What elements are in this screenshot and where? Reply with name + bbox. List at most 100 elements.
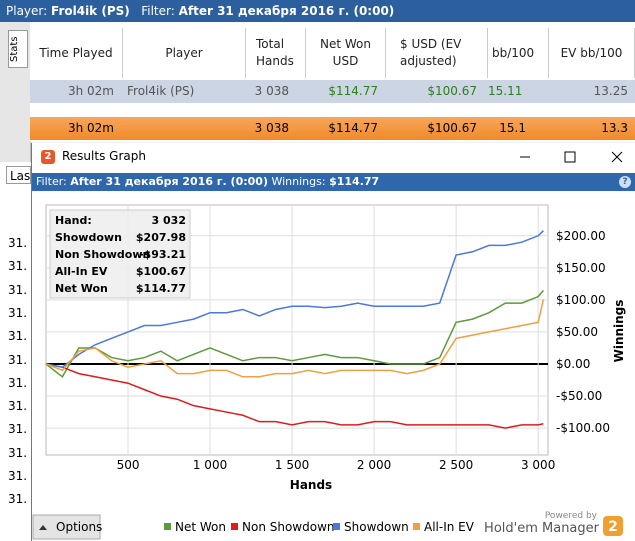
series-line [45, 230, 544, 368]
x-tick-label: 500 [117, 458, 140, 472]
options-label: Options [56, 520, 102, 534]
x-axis-title: Hands [290, 478, 332, 492]
cell: 3h 02m [67, 121, 114, 135]
logo: 2 [41, 150, 55, 164]
label: Filter: [36, 175, 67, 188]
label: Player: [6, 4, 48, 18]
stat-value: -$93.21 [139, 248, 186, 261]
row[interactable] [30, 80, 635, 103]
column-header[interactable]: Total Hands [246, 28, 306, 78]
legend-label: Net Won [175, 520, 226, 534]
legend-swatch [164, 523, 171, 530]
legend-swatch [231, 523, 238, 530]
row-label: 31. [8, 445, 28, 460]
column-header[interactable]: Time Played [30, 28, 123, 78]
legend-label: Showdown [344, 520, 409, 534]
stat-label: Hand: [55, 214, 92, 227]
dropdown[interactable]: Las [6, 166, 31, 184]
x-tick-label: 2 000 [357, 458, 391, 472]
stats-tab[interactable]: Stats [8, 30, 28, 68]
y-axis-title: Winnings [612, 300, 626, 363]
stat-value: $100.67 [136, 265, 186, 278]
options-icon [39, 525, 47, 530]
cell: 15.11 [488, 84, 523, 98]
close[interactable] [611, 151, 623, 163]
column-header[interactable]: Net Won USD [306, 28, 386, 78]
cell: $114.77 [328, 121, 378, 135]
maximize[interactable] [564, 151, 576, 163]
cell: 3h 02m [67, 84, 114, 98]
column-header[interactable]: Player [123, 28, 246, 78]
row-label: 31. [8, 236, 28, 250]
x-tick-label: 2 500 [439, 458, 473, 472]
help[interactable]: ? [619, 176, 631, 188]
powered-by: Powered by [545, 511, 598, 521]
stat-value: 3 032 [152, 214, 186, 227]
brand-logo [603, 516, 623, 536]
stat-label: Showdown [55, 231, 122, 244]
row-label: 31. [8, 375, 28, 390]
row-label: 31. [8, 352, 28, 367]
y-tick-label: $200.00 [556, 229, 606, 243]
label: Winnings: [271, 175, 326, 188]
column-header[interactable]: EV bb/100 [549, 28, 635, 78]
cell: $100.67 [427, 121, 477, 135]
window-controls [520, 151, 623, 163]
x-tick-label: 1 000 [193, 458, 227, 472]
cell: 13.25 [593, 84, 628, 98]
chart: Hands Winnings Options Powered by Hold'e… [32, 204, 626, 540]
filter-bar: Filter: After 31 декабря 2016 г. (0:00) … [32, 173, 635, 191]
x-tick-label: 3 000 [521, 458, 555, 472]
cell: 15.1 [499, 121, 526, 135]
cell: Frol4ik (PS) [127, 84, 195, 98]
legend-label: All-In EV [424, 520, 475, 534]
stat-label: All-In EV [55, 265, 108, 278]
y-tick-label: $50.00 [556, 325, 598, 339]
cell: 3 038 [254, 121, 289, 135]
y-tick-label: $150.00 [556, 261, 606, 275]
window-title: Results Graph [62, 149, 146, 163]
row-label: 31. [8, 469, 28, 483]
row-label: 31. [8, 259, 28, 274]
y-tick-label: -$50.00 [556, 389, 602, 403]
legend-swatch [413, 523, 420, 530]
stat-label: Net Won [55, 282, 108, 295]
row-label: 31. [8, 492, 28, 507]
row-label: 31. [8, 329, 28, 344]
y-tick-label: $100.00 [556, 293, 606, 307]
stats-box: Hand: 3 032 Showdown $207.98 Non Showdown-$9… [49, 209, 191, 299]
row-label: 31. [8, 399, 28, 414]
column-header[interactable]: $ USD (EV adjusted) [386, 28, 488, 78]
label: Filter: [141, 4, 175, 18]
y-tick-label: $0.00 [556, 357, 590, 371]
x-tick-label: 1 500 [275, 458, 309, 472]
filter: After 31 декабря 2016 г. (0:00) [70, 175, 268, 188]
left-list [0, 162, 31, 541]
brand: Hold'em Manager [484, 521, 600, 536]
row-label: 31. [8, 305, 28, 320]
filter: After 31 декабря 2016 г. (0:00) [178, 4, 395, 18]
row-label: 31. [8, 282, 28, 297]
cell: $100.67 [427, 84, 477, 98]
stat-value: $114.77 [136, 282, 186, 295]
stats-box-bg [49, 209, 191, 299]
cell: $114.77 [328, 84, 378, 98]
series-line [45, 363, 544, 429]
series-line [45, 299, 545, 378]
player: Frol4ik (PS) [51, 4, 130, 18]
winnings: $114.77 [329, 175, 380, 188]
series-line [45, 289, 544, 378]
legend-label: Non Showdown [242, 520, 335, 534]
cell: 3 038 [254, 84, 289, 98]
legend-swatch [333, 523, 340, 530]
stat-value: $207.98 [136, 231, 186, 244]
stat-label: Non Showdown [55, 248, 150, 261]
row-label: 31. [8, 422, 28, 437]
y-tick-label: -$100.00 [556, 421, 610, 435]
cell: 13.3 [601, 121, 628, 135]
brand-logo-text: 2 [608, 519, 618, 535]
column-header[interactable]: bb/100 [488, 28, 549, 78]
top-bar: Player: Frol4ik (PS) Filter: After 31 де… [0, 0, 635, 22]
total-row [30, 117, 635, 140]
